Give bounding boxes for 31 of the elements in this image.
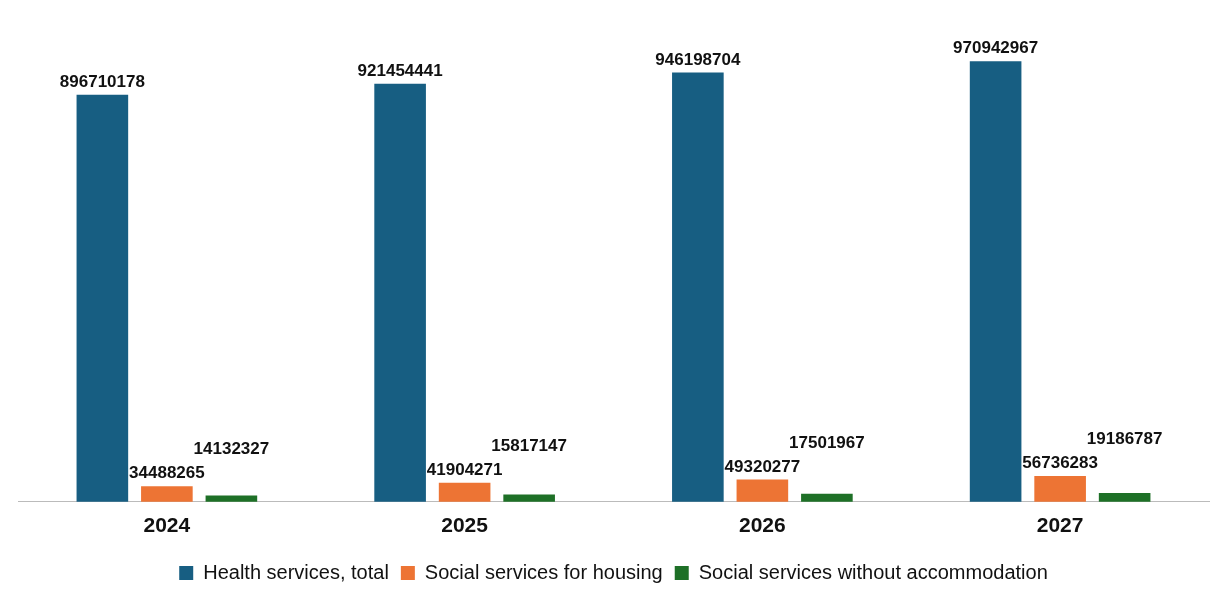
data-label: 49320277	[724, 456, 801, 476]
data-label: 970942967	[953, 38, 1039, 58]
bar	[141, 486, 193, 502]
data-label: 34488265	[129, 463, 205, 483]
bar	[438, 482, 491, 502]
bar	[736, 479, 789, 502]
x-tick-label: 2024	[143, 513, 191, 537]
bar	[672, 72, 724, 502]
bar	[205, 495, 258, 502]
bar	[1034, 476, 1086, 502]
bar	[76, 94, 129, 502]
data-label: 15817147	[491, 435, 567, 455]
x-tick-label: 2027	[1036, 513, 1084, 537]
x-tick-label: 2026	[739, 513, 786, 537]
bar	[503, 494, 555, 502]
legend-label: Health services, total	[203, 560, 389, 583]
x-tick-label: 2025	[441, 513, 489, 537]
data-label: 17501967	[789, 432, 865, 452]
data-label: 946198704	[655, 49, 741, 69]
legend-label: Social services without accommodation	[698, 560, 1048, 583]
data-label: 56736283	[1022, 453, 1098, 473]
data-label: 14132327	[193, 439, 270, 459]
bar	[969, 61, 1022, 502]
data-label: 19186787	[1086, 429, 1163, 449]
data-label: 921454441	[357, 60, 443, 80]
data-label: 41904271	[426, 459, 503, 479]
bar	[374, 83, 426, 502]
legend-label: Social services for housing	[424, 560, 663, 583]
bar	[1098, 493, 1151, 502]
data-label: 896710178	[59, 72, 145, 92]
bar	[801, 493, 853, 502]
